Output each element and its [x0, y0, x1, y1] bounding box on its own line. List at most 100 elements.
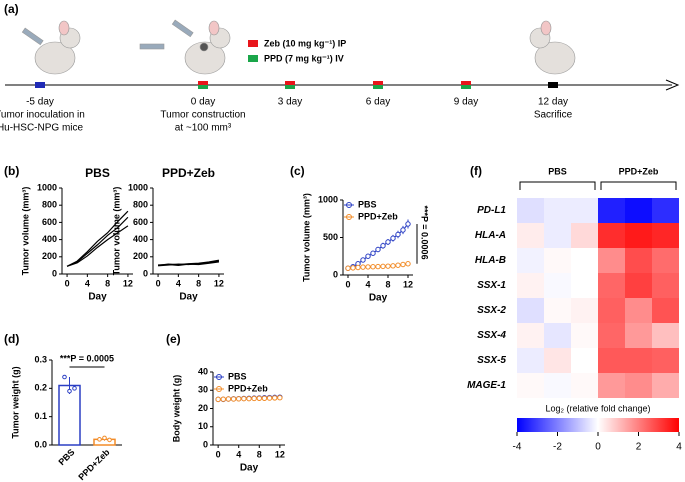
heatmap-cell — [544, 298, 571, 323]
x-tick-label: 4 — [236, 449, 241, 459]
x-tick-label: PBS — [56, 447, 76, 467]
heatmap-cell — [517, 323, 544, 348]
heatmap-cell — [625, 348, 652, 373]
heatmap-cell — [517, 223, 544, 248]
data-point — [230, 396, 237, 402]
event-day: 0 day — [191, 97, 215, 108]
heatmap-cell — [598, 298, 625, 323]
data-point — [256, 395, 262, 401]
data-point — [360, 264, 366, 270]
x-tick-label: 4 — [365, 279, 370, 289]
legend-text: PBS — [228, 371, 247, 381]
heatmap-cell — [625, 373, 652, 398]
y-axis-label: Body weight (g) — [171, 375, 181, 443]
heatmap-cell — [598, 248, 625, 273]
heatmap-cell — [544, 248, 571, 273]
heatmap-cell — [544, 198, 571, 223]
heatmap-cell — [517, 248, 544, 273]
heatmap-cell — [652, 373, 679, 398]
colorbar — [517, 418, 679, 432]
row-label: PD-L1 — [477, 205, 506, 216]
data-line — [66, 216, 129, 267]
timeline-marker — [285, 85, 295, 89]
timeline-marker — [548, 82, 558, 88]
timeline-arrow — [665, 79, 680, 91]
data-line — [158, 261, 220, 267]
chart-title: PPD+Zeb — [162, 166, 215, 180]
heatmap-cell — [652, 348, 679, 373]
data-point — [405, 261, 411, 267]
y-tick-label: 0 — [203, 439, 208, 449]
x-tick-label: 8 — [105, 278, 110, 288]
legend-text: Zeb (10 mg kg⁻¹) IP — [264, 38, 346, 48]
heatmap-cell — [571, 273, 598, 298]
y-tick-label: 0.2 — [34, 383, 47, 393]
y-tick-label: 0 — [52, 268, 57, 278]
event-note: Tumor construction — [160, 110, 245, 121]
data-point — [246, 395, 252, 402]
data-point — [62, 374, 67, 380]
y-tick-label: 0.1 — [34, 411, 47, 421]
data-point — [266, 395, 273, 401]
x-axis-label: Day — [179, 292, 198, 303]
data-point — [236, 396, 242, 402]
heatmap-cell — [652, 198, 679, 223]
annotation: ***P = 0.0005 — [60, 353, 114, 363]
event-note: at ~100 mm³ — [175, 123, 232, 134]
heatmap-cell — [517, 298, 544, 323]
heatmap-cell — [517, 198, 544, 223]
y-tick-label: 400 — [133, 234, 148, 244]
y-tick-label: 1000 — [128, 182, 148, 192]
colorbar-tick-label: 4 — [676, 442, 682, 453]
data-line — [66, 210, 129, 267]
heatmap-cell — [571, 198, 598, 223]
row-label: SSX-4 — [477, 330, 506, 341]
data-point — [370, 250, 376, 256]
data-point — [261, 395, 268, 401]
data-point — [355, 264, 361, 271]
data-point — [220, 396, 226, 402]
x-axis-label: Day — [88, 292, 107, 303]
timeline-marker — [373, 85, 383, 89]
heatmap-cell — [544, 223, 571, 248]
row-label: HLA-B — [475, 255, 506, 266]
group-bracket — [600, 181, 677, 190]
timeline-marker — [285, 81, 295, 85]
y-tick-label: 600 — [133, 217, 148, 227]
data-point — [102, 435, 107, 441]
heatmap-cell — [652, 298, 679, 323]
annotation: ***P = 0.0006 — [420, 205, 430, 259]
data-point — [395, 231, 401, 238]
heatmap-cell — [544, 273, 571, 298]
x-tick-label: 8 — [257, 449, 262, 459]
legend-text: PPD (7 mg kg⁻¹) IV — [264, 53, 344, 63]
y-axis-label: Tumor volume (mm³) — [20, 187, 30, 276]
y-tick-label: 0.0 — [34, 439, 47, 449]
data-point — [225, 396, 232, 402]
data-point — [400, 261, 406, 268]
y-tick-label: 0 — [143, 268, 148, 278]
heatmap-cell — [598, 323, 625, 348]
heatmap-cell — [652, 273, 679, 298]
heatmap-cell — [544, 348, 571, 373]
timeline-marker — [461, 81, 471, 85]
y-tick-label: 1000 — [318, 194, 338, 204]
y-tick-label: 400 — [42, 234, 57, 244]
group-label: PBS — [548, 166, 567, 176]
panel-label: (a) — [4, 2, 19, 16]
data-point — [385, 239, 391, 245]
y-tick-label: 0 — [333, 269, 338, 279]
y-tick-label: 10 — [198, 421, 208, 431]
panel-label: (f) — [470, 164, 482, 178]
panel-label: (b) — [4, 164, 19, 178]
data-point — [390, 263, 396, 269]
heatmap-cell — [598, 348, 625, 373]
data-point — [385, 263, 391, 269]
row-label: SSX-2 — [477, 305, 506, 316]
heatmap-cell — [571, 298, 598, 323]
data-point — [72, 386, 77, 391]
x-axis-label: Day — [240, 463, 259, 474]
heatmap-cell — [652, 323, 679, 348]
data-point — [360, 257, 366, 263]
